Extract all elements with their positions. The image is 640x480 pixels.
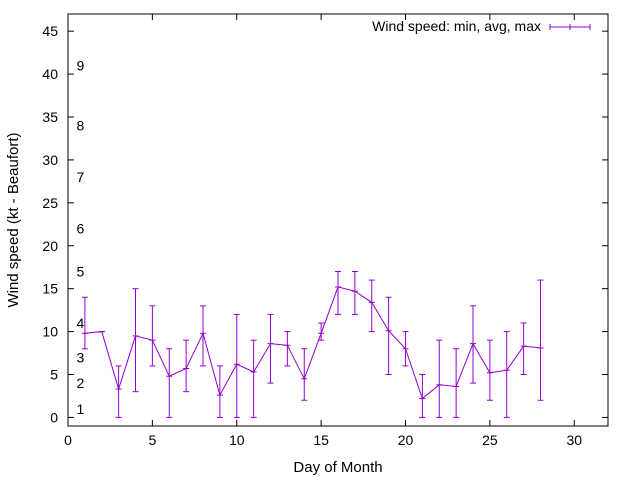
y-tick-label: 25 xyxy=(42,195,58,211)
y-tick-label: 10 xyxy=(42,324,58,340)
y-tick-label: 40 xyxy=(42,66,58,82)
y-tick-label: 35 xyxy=(42,109,58,125)
y-tick-label: 15 xyxy=(42,281,58,297)
x-tick-label: 0 xyxy=(64,432,72,448)
x-axis-label: Day of Month xyxy=(293,459,382,476)
legend-entry-label: Wind speed: min, avg, max xyxy=(372,18,541,34)
x-tick-label: 20 xyxy=(398,432,414,448)
beaufort-label: 7 xyxy=(76,169,84,185)
y-axis-label: Wind speed (kt - Beaufort) xyxy=(5,132,22,307)
x-tick-label: 10 xyxy=(229,432,245,448)
y-tick-label: 30 xyxy=(42,152,58,168)
legend-sample-line xyxy=(549,24,591,30)
beaufort-label: 4 xyxy=(76,315,84,331)
beaufort-label: 5 xyxy=(76,264,84,280)
y-tick-label: 5 xyxy=(50,367,58,383)
series-group xyxy=(81,271,544,418)
avg-line xyxy=(84,286,541,400)
y-tick-label: 45 xyxy=(42,23,58,39)
x-tick-label: 25 xyxy=(482,432,498,448)
legend: Wind speed: min, avg, max xyxy=(372,18,591,34)
y-tick-label: 20 xyxy=(42,238,58,254)
x-tick-label: 30 xyxy=(566,432,582,448)
beaufort-label: 3 xyxy=(76,349,84,365)
x-tick-label: 5 xyxy=(148,432,156,448)
x-tick-label: 15 xyxy=(313,432,329,448)
beaufort-label: 8 xyxy=(76,118,84,134)
beaufort-label: 1 xyxy=(76,401,84,417)
beaufort-label: 9 xyxy=(76,58,84,74)
beaufort-label: 2 xyxy=(76,375,84,391)
y-tick-label: 0 xyxy=(50,409,58,425)
beaufort-label: 6 xyxy=(76,221,84,237)
beaufort-annotations: 1 2 3 4 5 6 7 8 9 xyxy=(76,58,84,417)
plot-frame xyxy=(67,13,609,427)
